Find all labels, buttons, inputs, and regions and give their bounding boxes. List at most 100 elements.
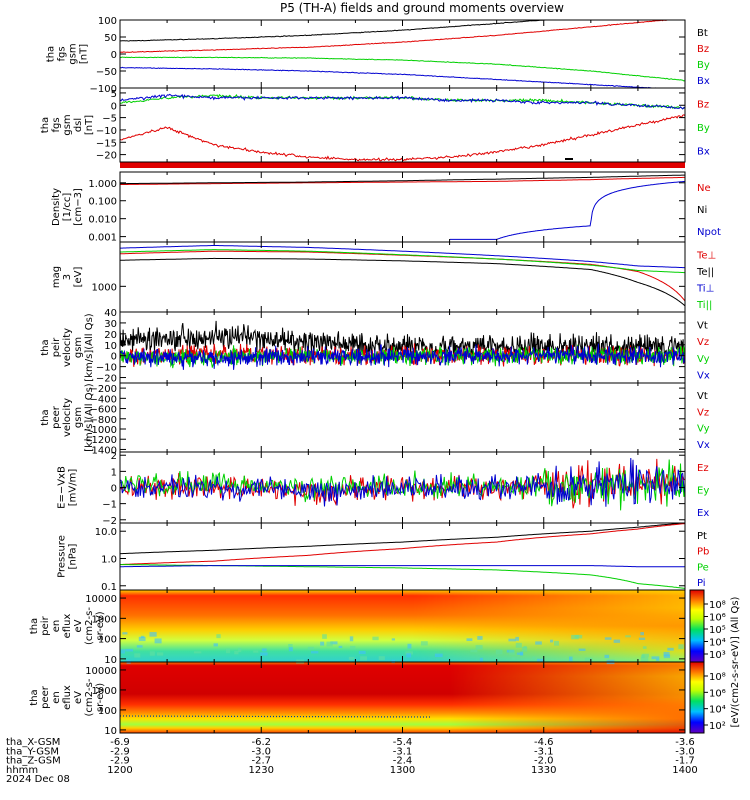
legend-Vx: Vx (697, 440, 710, 451)
spectrogram-speckle (663, 651, 670, 657)
spectrogram-speckle (532, 656, 536, 660)
legend-Bx: Bx (697, 146, 710, 157)
legend-Pi: Pi (697, 578, 706, 589)
series-Pi (120, 565, 685, 568)
panel-frame-fgs-dsl (119, 87, 686, 163)
y-tick-label: −5 (102, 114, 117, 125)
x-row-value: 1200 (107, 765, 132, 776)
spectrogram-speckle (349, 645, 356, 650)
y-tick-label: −1000 (83, 425, 117, 436)
colorbar-tick-label: 10³ (709, 650, 726, 661)
spectrogram-speckle (638, 637, 646, 640)
spectrogram-speckle (149, 651, 155, 656)
y-axis-label: en (51, 691, 62, 704)
spectrogram-speckle (253, 650, 259, 653)
series-Ne (120, 176, 685, 185)
y-axis-label: eflux (62, 685, 73, 710)
peer-spectrogram-late (120, 662, 685, 733)
spectrogram-speckle (358, 650, 366, 655)
y-tick-label: −2 (102, 516, 117, 527)
x-row-value: -3.0 (251, 746, 271, 757)
y-tick-label: −15 (96, 138, 117, 149)
spectrogram-speckle (578, 648, 586, 651)
spectrogram-speckle (193, 651, 202, 654)
legend-Ti⊥: Ti⊥ (696, 283, 714, 294)
y-tick-label: −10 (96, 363, 117, 374)
y-tick-label: 30 (104, 319, 117, 330)
x-row-value: -2.7 (251, 756, 271, 767)
colorbar-tick-label: 10⁵ (709, 625, 726, 636)
y-axis-label: eV (73, 619, 84, 632)
y-tick-label: 100 (98, 635, 117, 646)
y-tick-label: 0 (111, 50, 117, 61)
spectrogram-speckle (678, 644, 684, 650)
y-axis-label: [nT] (79, 44, 90, 64)
legend-Bt: Bt (697, 28, 708, 39)
legend-Vy: Vy (697, 354, 710, 365)
colorbar (689, 589, 705, 663)
y-axis-label: [nPa] (68, 543, 79, 569)
colorbar-tick-label: 10² (709, 721, 726, 732)
spectrogram-speckle (642, 653, 649, 658)
legend-Vz: Vz (697, 337, 709, 348)
spectrogram-speckle (378, 656, 385, 661)
series-Pt (120, 523, 685, 555)
y-tick-label: −400 (90, 394, 117, 405)
y-tick-label: −20 (96, 151, 117, 162)
y-tick-label: 1 (111, 467, 117, 478)
y-axis-label: sr-eV) (95, 683, 106, 712)
series-Ex (120, 457, 685, 507)
spectrogram-speckle (406, 653, 412, 658)
legend-Ex: Ex (697, 508, 709, 519)
y-axis-label: fgs (51, 117, 62, 132)
y-tick-label: 0.010 (88, 215, 117, 226)
colorbar-label: [eV/(cm2-s-sr-eV)] (All Qs) (730, 596, 741, 727)
y-axis-label: [km/s](All Qs) (84, 313, 95, 381)
series-Npot (450, 180, 685, 240)
legend-Ti||: Ti|| (696, 300, 712, 311)
status-bar (120, 162, 685, 168)
y-axis-label: velocity (62, 398, 73, 437)
spectrogram-speckle (521, 647, 528, 652)
x-row-value: -6.9 (110, 737, 130, 748)
legend-Pb: Pb (697, 547, 709, 558)
panel-0-series (120, 20, 685, 88)
y-tick-label: 50 (104, 33, 117, 44)
spectrogram-speckle (470, 649, 478, 653)
spectrogram-speckle (479, 657, 483, 663)
y-tick-label: −1400 (83, 445, 117, 456)
y-axis-label: peer (40, 685, 51, 709)
y-tick-label: −1200 (83, 435, 117, 446)
spectrogram-speckle (234, 650, 239, 655)
spectrogram-speckle (225, 648, 231, 654)
y-axis-label: tha (40, 409, 51, 425)
spectrogram-speckle (307, 646, 314, 650)
series-Bx (120, 66, 669, 88)
y-tick-label: 1000 (92, 282, 117, 293)
spectrogram-speckle (216, 634, 221, 639)
x-row-value: -3.1 (393, 746, 413, 757)
y-tick-label: 1000 (92, 686, 117, 697)
y-axis-label: tha (40, 339, 51, 355)
y-axis-label: [nT] (84, 115, 95, 135)
spectrogram-speckle (640, 656, 649, 662)
spectrogram-speckle (122, 632, 128, 635)
spectrogram-speckle (434, 653, 443, 658)
y-tick-label: 0 (111, 101, 117, 112)
series-Te|| (120, 257, 685, 307)
y-tick-label: 10.0 (95, 527, 117, 538)
spectrogram-speckle (535, 641, 542, 645)
x-row-value: -2.4 (393, 756, 413, 767)
legend-Vt: Vt (697, 320, 708, 331)
y-axis-label: mag (51, 266, 62, 288)
legend-By: By (697, 123, 710, 134)
series-Ey (120, 459, 685, 511)
x-row-value: 1230 (249, 765, 274, 776)
x-row-value: -3.0 (675, 746, 695, 757)
spectrogram-speckle (260, 652, 268, 656)
y-axis-label: tha (29, 618, 40, 634)
y-tick-label: 0.001 (88, 233, 117, 244)
spectrogram-speckle (156, 652, 164, 656)
date-label: 2024 Dec 08 (6, 774, 70, 785)
